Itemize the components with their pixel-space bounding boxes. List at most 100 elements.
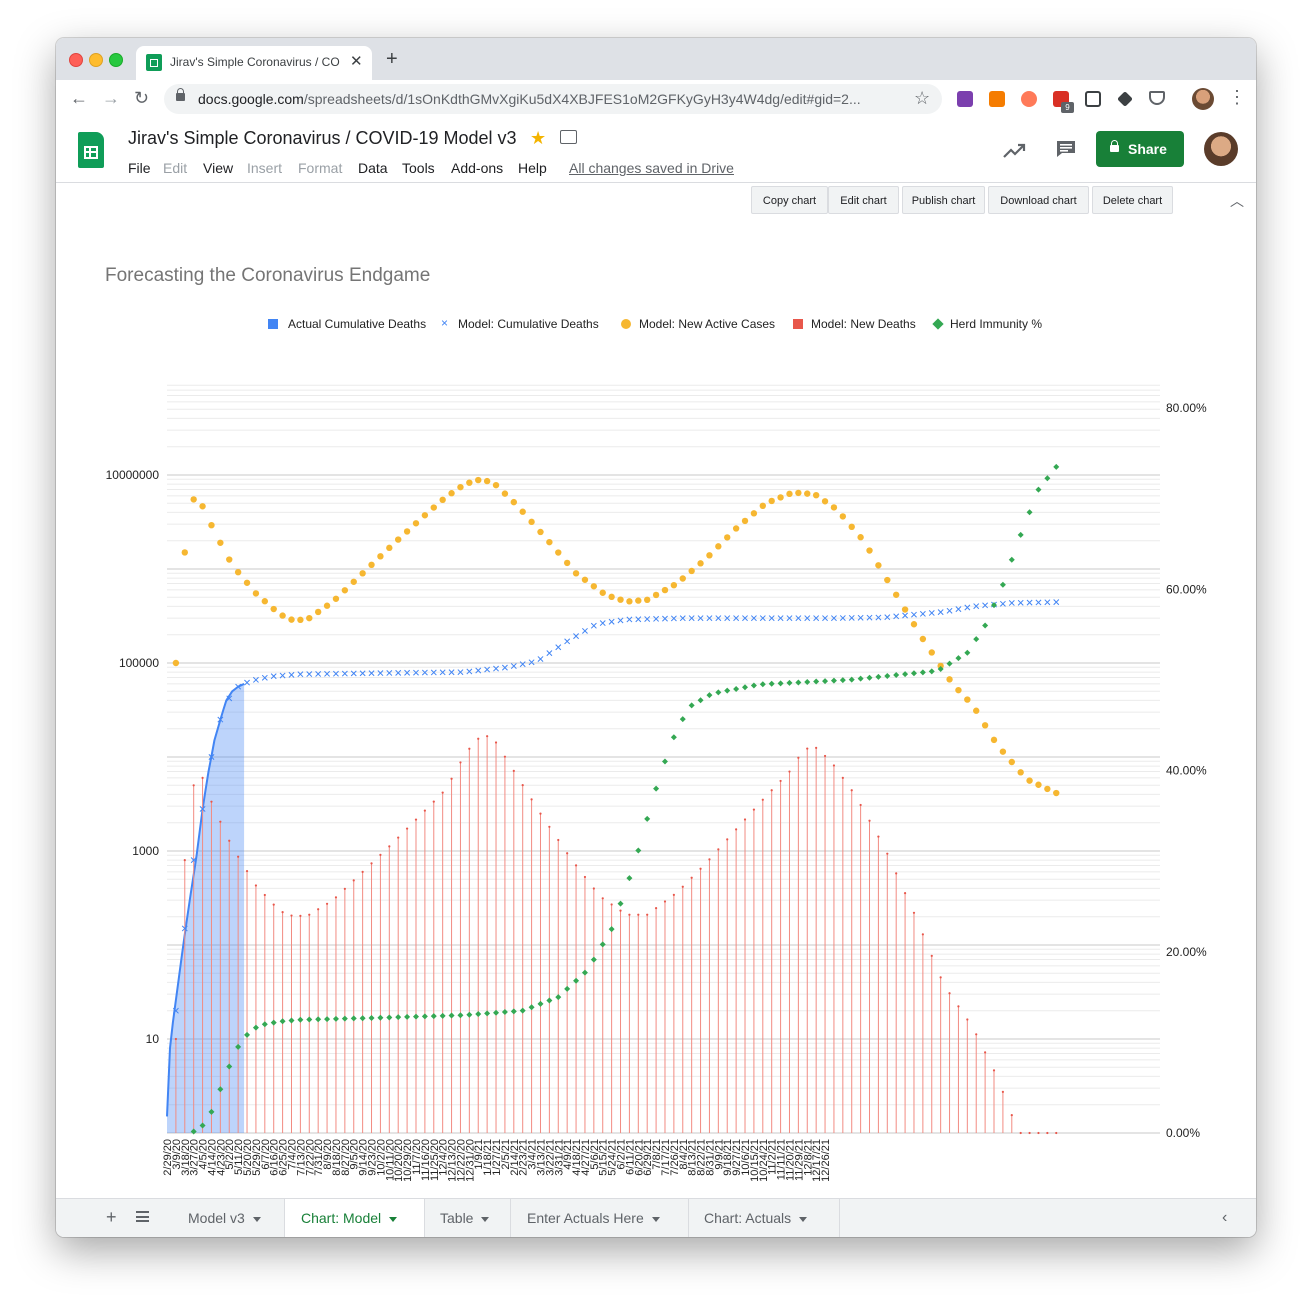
cumulative-deaths-marker	[466, 668, 473, 675]
pocket-extension-icon[interactable]	[1149, 91, 1165, 105]
menu-file[interactable]: File	[128, 160, 151, 176]
active-cases-point	[732, 525, 740, 532]
x-axis-tick-label: 9/5/20	[349, 1139, 361, 1170]
new-deaths-point	[1001, 1090, 1004, 1093]
cumulative-deaths-marker	[644, 616, 651, 623]
profile-avatar[interactable]	[1192, 88, 1214, 110]
active-cases-point	[999, 748, 1007, 755]
right-axis-tick-label: 20.00%	[1166, 945, 1207, 959]
active-cases-point	[190, 496, 197, 503]
sheet-tab-chart-model[interactable]: Chart: Model	[285, 1199, 425, 1237]
sheet-tab-table[interactable]: Table	[425, 1199, 511, 1237]
onenote-extension-icon[interactable]	[957, 91, 973, 107]
window-zoom-button[interactable]	[109, 53, 123, 67]
delete-chart-button[interactable]: Delete chart	[1092, 186, 1173, 214]
activity-trend-icon[interactable]	[1002, 142, 1026, 160]
window-minimize-button[interactable]	[89, 53, 103, 67]
active-cases-point	[928, 649, 935, 656]
download-chart-button[interactable]: Download chart	[988, 186, 1089, 214]
account-avatar[interactable]	[1204, 132, 1238, 166]
menu-format[interactable]: Format	[298, 160, 343, 176]
browser-tab[interactable]: Jirav's Simple Coronavirus / CO ✕	[136, 46, 372, 80]
reload-icon[interactable]: ↻	[134, 88, 150, 108]
scroll-left-icon[interactable]: ‹	[1222, 1209, 1228, 1226]
active-cases-point	[795, 489, 802, 497]
comment-icon[interactable]	[1056, 140, 1076, 158]
tab-close-icon[interactable]: ✕	[350, 53, 363, 70]
sheet-tab-enter-actuals[interactable]: Enter Actuals Here	[511, 1199, 689, 1237]
cumulative-deaths-marker	[999, 600, 1006, 607]
x-axis-tick-label: 6/16/20	[269, 1139, 281, 1176]
new-tab-icon[interactable]: +	[386, 48, 398, 70]
x-axis-tick-label: 12/4/20	[438, 1139, 450, 1176]
chart-area[interactable]: Forecasting the Coronavirus Endgame Actu…	[56, 218, 1256, 1198]
new-deaths-point	[975, 1033, 978, 1036]
browser-menu-icon[interactable]: ⋮	[1228, 87, 1246, 107]
x-axis-tick-label: 9/27/21	[731, 1139, 743, 1176]
sheet-tab-model-v3[interactable]: Model v3	[173, 1199, 285, 1237]
herd-immunity-point	[617, 900, 624, 907]
active-cases-point	[981, 722, 989, 729]
herd-immunity-point	[573, 977, 580, 984]
copy-chart-button[interactable]: Copy chart	[751, 186, 828, 214]
active-cases-point	[901, 606, 909, 613]
active-cases-point	[724, 534, 731, 541]
active-cases-point	[990, 736, 998, 744]
cumulative-deaths-marker	[964, 604, 971, 611]
menu-edit[interactable]: Edit	[163, 160, 188, 176]
active-cases-point	[1026, 777, 1033, 784]
publish-chart-button[interactable]: Publish chart	[902, 186, 985, 214]
back-icon[interactable]: ←	[70, 88, 88, 108]
x-axis-tick-label: 5/15/21	[598, 1139, 610, 1176]
herd-immunity-point	[244, 1031, 251, 1038]
blogger-extension-icon[interactable]	[989, 91, 1005, 107]
active-cases-point	[528, 518, 535, 526]
doc-title[interactable]: Jirav's Simple Coronavirus / COVID-19 Mo…	[128, 128, 517, 148]
new-deaths-point	[263, 893, 266, 897]
x-axis-tick-label: 4/14/20	[207, 1139, 219, 1176]
save-status[interactable]: All changes saved in Drive	[569, 160, 734, 176]
address-bar[interactable]: docs.google.com/spreadsheets/d/1sOnKdthG…	[164, 84, 942, 114]
cumulative-deaths-marker	[902, 612, 909, 619]
active-cases-point	[537, 528, 544, 536]
new-deaths-point	[530, 798, 533, 801]
herd-immunity-point	[697, 697, 704, 704]
sheets-logo-icon[interactable]	[78, 132, 104, 168]
collapse-chevron-icon[interactable]: ︿	[1230, 193, 1244, 209]
active-cases-point	[439, 496, 446, 504]
menu-view[interactable]: View	[203, 160, 234, 176]
move-folder-icon[interactable]	[560, 130, 577, 144]
tab-title: Jirav's Simple Coronavirus / CO	[170, 55, 340, 69]
star-icon[interactable]: ★	[530, 128, 547, 148]
all-sheets-icon[interactable]	[136, 1211, 149, 1222]
url-text[interactable]: docs.google.com/spreadsheets/d/1sOnKdthG…	[198, 91, 861, 107]
new-deaths-point	[1037, 1131, 1040, 1135]
x-axis-tick-label: 12/31/20	[464, 1139, 476, 1182]
cumulative-deaths-marker	[1053, 599, 1060, 606]
herd-immunity-point	[324, 1016, 331, 1023]
new-deaths-point	[815, 746, 818, 749]
forward-icon[interactable]: →	[102, 88, 120, 108]
edit-chart-button[interactable]: Edit chart	[828, 186, 899, 214]
screenshot-extension-icon[interactable]	[1085, 91, 1101, 107]
cumulative-deaths-marker	[973, 603, 980, 610]
sheet-tab-chart-actuals[interactable]: Chart: Actuals	[689, 1199, 840, 1237]
menu-addons[interactable]: Add-ons	[451, 160, 504, 176]
new-deaths-point	[601, 897, 604, 900]
bookmark-star-icon[interactable]: ☆	[914, 88, 931, 108]
herd-immunity-point	[448, 1012, 455, 1019]
share-button[interactable]: Share	[1096, 131, 1184, 167]
cumulative-deaths-marker	[484, 666, 491, 673]
menu-help[interactable]: Help	[518, 160, 547, 176]
menu-data[interactable]: Data	[358, 160, 388, 176]
x-axis-tick-label: 7/22/20	[304, 1139, 316, 1176]
add-sheet-icon[interactable]: +	[106, 1207, 117, 1227]
menu-tools[interactable]: Tools	[402, 160, 435, 176]
window-close-button[interactable]	[69, 53, 83, 67]
herd-immunity-point	[457, 1012, 464, 1019]
hubspot-extension-icon[interactable]	[1021, 91, 1037, 107]
menu-insert[interactable]: Insert	[247, 160, 283, 176]
herd-immunity-point	[839, 677, 846, 684]
layers-extension-icon[interactable]	[1117, 91, 1133, 107]
herd-immunity-point	[475, 1011, 482, 1018]
